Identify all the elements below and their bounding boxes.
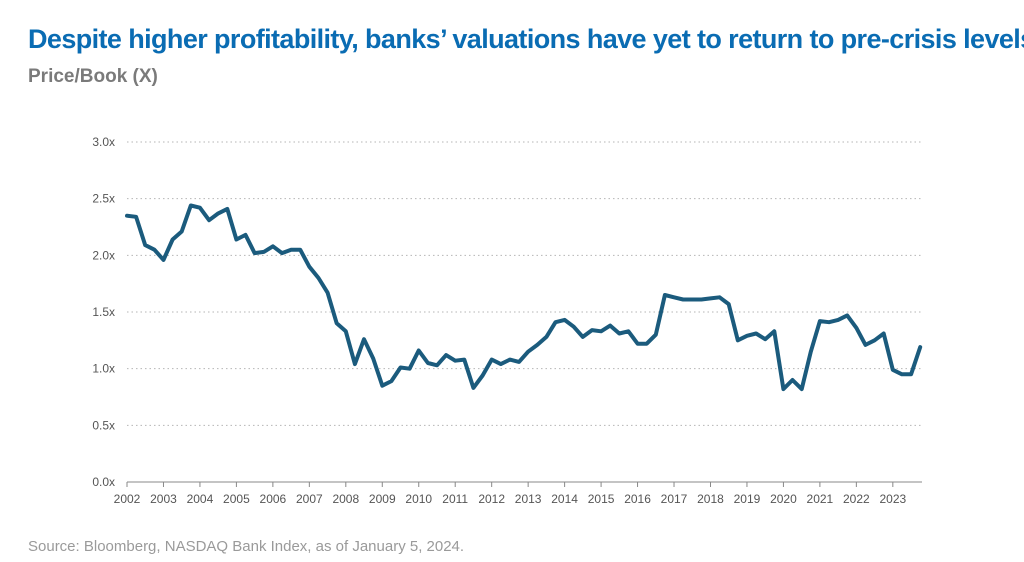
line-chart: 0.0x0.5x1.0x1.5x2.0x2.5x3.0x 2002 2003 200… [92,135,923,506]
series-layer [125,203,923,392]
x-tick-label: 2021 [807,492,834,506]
x-tick-label: 2023 [879,492,906,506]
chart-subtitle: Price/Book (X) [28,66,158,87]
y-tick-label: 3.0x [92,135,115,149]
source-note: Source: Bloomberg, NASDAQ Bank Index, as… [28,538,465,555]
x-tick-label: 2014 [551,492,578,506]
y-tick-label: 2.5x [92,192,115,206]
x-tick-label: 2010 [405,492,432,506]
x-tick-label: 2003 [150,492,177,506]
y-axis-ticks: 0.0x 0.5x 1.0x 1.5x 2.0x 2.5x 3.0x [92,135,115,489]
x-axis-ticks: 2002 2003 2004 2005 2006 2007 2008 2009 2010 2011… [114,482,906,506]
y-tick-label: 1.5x [92,305,115,319]
chart-title: Despite higher profitability, banks’ val… [28,24,1024,54]
x-tick-label: 2015 [588,492,615,506]
y-tick-label: 0.5x [92,418,115,432]
y-tick-label: 2.0x [92,248,115,262]
series-line-price-to-book [125,203,923,392]
x-tick-label: 2012 [478,492,505,506]
x-tick-label: 2005 [223,492,250,506]
x-tick-label: 2004 [187,492,214,506]
x-tick-label: 2006 [260,492,287,506]
x-tick-label: 2020 [770,492,797,506]
x-tick-label: 2007 [296,492,323,506]
x-tick-label: 2008 [332,492,359,506]
y-tick-label: 0.0x [92,475,115,489]
x-tick-label: 2002 [114,492,141,506]
x-tick-label: 2022 [843,492,870,506]
x-tick-label: 2018 [697,492,724,506]
gridlines [127,141,922,426]
x-tick-label: 2019 [734,492,761,506]
x-tick-label: 2011 [442,492,468,506]
x-tick-label: 2013 [515,492,542,506]
y-tick-label: 1.0x [92,362,115,376]
x-tick-label: 2017 [661,492,688,506]
x-tick-label: 2009 [369,492,396,506]
x-tick-label: 2016 [624,492,651,506]
